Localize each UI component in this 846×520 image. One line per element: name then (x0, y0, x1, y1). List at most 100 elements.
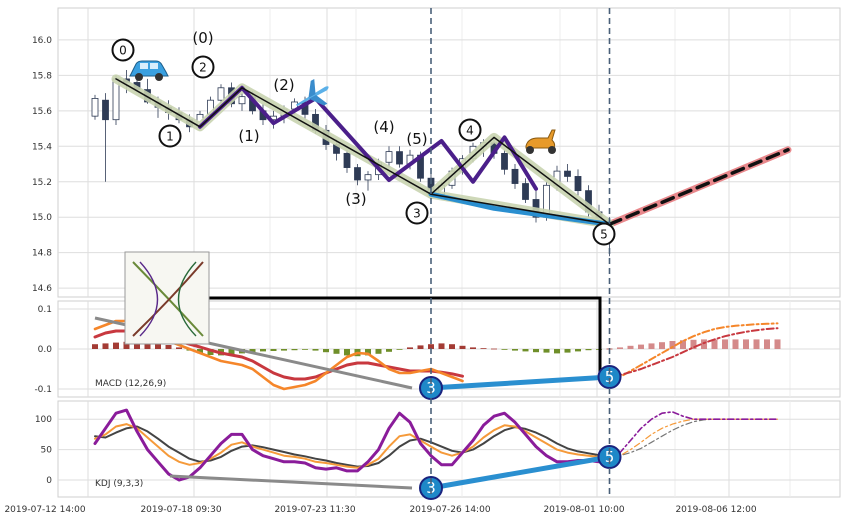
macd-histogram-bar (197, 349, 203, 354)
wave-label: 4 (466, 124, 474, 138)
inset-thumbnail (124, 251, 210, 345)
wave-label: (2) (273, 76, 294, 94)
macd-histogram-bar (648, 343, 655, 349)
macd-histogram-bar (207, 349, 214, 355)
wave-label: (4) (373, 118, 394, 136)
kdj-k-projection (608, 418, 779, 460)
inset-line (177, 261, 197, 337)
kdj-j-line (93, 408, 611, 482)
scooter-wheel (526, 146, 534, 154)
y-tick-label: 0.0 (38, 345, 53, 355)
macd-histogram-bar (732, 339, 739, 349)
y-tick-label: 0.1 (38, 305, 52, 315)
inset-line (132, 261, 204, 337)
macd-histogram-bar (113, 342, 119, 349)
y-tick-label: 15.2 (32, 178, 52, 188)
macd-histogram-bar (627, 345, 634, 349)
candle-body (217, 87, 225, 101)
y-tick-label: 15.8 (32, 71, 52, 81)
scooter-wheel (548, 146, 556, 154)
macd-histogram-bar (407, 347, 413, 349)
macd-histogram-bar (344, 349, 350, 356)
axes: 14.6 14.8 15.0 15.2 15.4 15.6 15.8 16.0 -0.1 0.0 0… (4, 36, 756, 515)
y-tick-label: 14.6 (32, 284, 52, 294)
y-tick-label: 16.0 (32, 36, 52, 46)
y-tick-label: 100 (35, 415, 52, 425)
macd-histogram-bar (774, 339, 781, 349)
macd-histogram-bar (533, 349, 539, 353)
candle-body (522, 183, 529, 200)
car-window (150, 63, 158, 69)
macd-label: MACD (12,26,9) (95, 379, 166, 389)
candle-body (574, 176, 582, 192)
wave-label: 2 (199, 61, 207, 75)
kdj-divergence-gray (169, 474, 413, 490)
macd-histogram-bar (690, 339, 697, 349)
x-tick-label: 2019-07-12 14:00 (4, 505, 85, 515)
y-tick-label: 15.6 (32, 107, 52, 117)
car-icon (129, 60, 169, 81)
macd-histogram-bar (564, 349, 571, 353)
divergence-bubble-label: 5 (605, 448, 615, 466)
car-body (129, 60, 169, 77)
trend-line-blue (428, 191, 612, 227)
wave-label-circle (158, 124, 182, 148)
plane-wing (308, 78, 328, 106)
candle-body (354, 167, 361, 181)
scooter-icon (525, 129, 556, 154)
x-tick-label: 2019-08-01 10:00 (543, 505, 624, 515)
macd-histogram-bar (386, 349, 392, 352)
macd-histogram-bar (512, 349, 518, 351)
macd-histogram-bar (701, 339, 707, 349)
wave-label-circle (592, 222, 616, 246)
macd-histogram-bar (249, 349, 256, 353)
macd-projection (608, 322, 779, 382)
macd-histogram-bar (764, 339, 770, 349)
candle-body (511, 168, 519, 184)
macd-histogram-bar (470, 347, 476, 349)
plane-body (296, 86, 329, 107)
macd-histogram-bar (659, 342, 665, 349)
macd-histogram-bar (743, 339, 749, 349)
kdj-d-line (94, 425, 611, 468)
candle-body (364, 174, 372, 181)
wave-label: 0 (119, 44, 127, 58)
y-tick-label: 15.4 (32, 142, 52, 152)
candle-body (385, 151, 393, 163)
y-tick-label: -0.1 (34, 385, 52, 395)
macd-histogram-bar (270, 349, 277, 351)
y-tick-label: 14.8 (32, 249, 52, 259)
macd-histogram-bar (102, 343, 109, 349)
macd-histogram-bar (281, 349, 287, 351)
candle-body (564, 170, 571, 177)
macd-histogram-bar (123, 341, 130, 349)
wave-zigzag-black (430, 136, 611, 226)
candle-body (238, 96, 246, 105)
wave-label-circle (191, 55, 215, 79)
kdj-j-projection (608, 411, 779, 464)
macd-histogram-bar (543, 349, 550, 353)
wave-label: 5 (600, 228, 608, 242)
macd-histogram-bar (92, 344, 98, 349)
y-tick-label: 15.0 (32, 213, 52, 223)
macd-histogram-bar (753, 339, 760, 349)
kdj-divergence-blue (430, 454, 610, 491)
macd-histogram-bar (417, 345, 424, 349)
airplane-icon (296, 78, 329, 107)
price-overlays (111, 8, 792, 497)
macd-histogram-bar (680, 340, 686, 349)
wave-label: (5) (406, 130, 427, 148)
macd-histogram-bar (459, 345, 466, 349)
connector-line (170, 296, 602, 377)
kdj-label: KDJ (9,3,3) (95, 479, 143, 489)
wave-label: 3 (413, 207, 421, 221)
macd-histogram-bar (722, 339, 728, 349)
scooter-body (525, 129, 556, 149)
macd-histogram-bar (165, 345, 172, 349)
macd-histogram-bar (522, 349, 529, 352)
wave-labels: 0 (0) 2 1 (1) (2) (3) (4) (5) 3 4 5 (111, 29, 616, 246)
wave-label: (0) (192, 29, 213, 47)
macd-histogram-bar (375, 349, 382, 354)
x-tick-label: 2019-07-26 14:00 (409, 505, 490, 515)
macd-histogram-bar (711, 339, 718, 349)
